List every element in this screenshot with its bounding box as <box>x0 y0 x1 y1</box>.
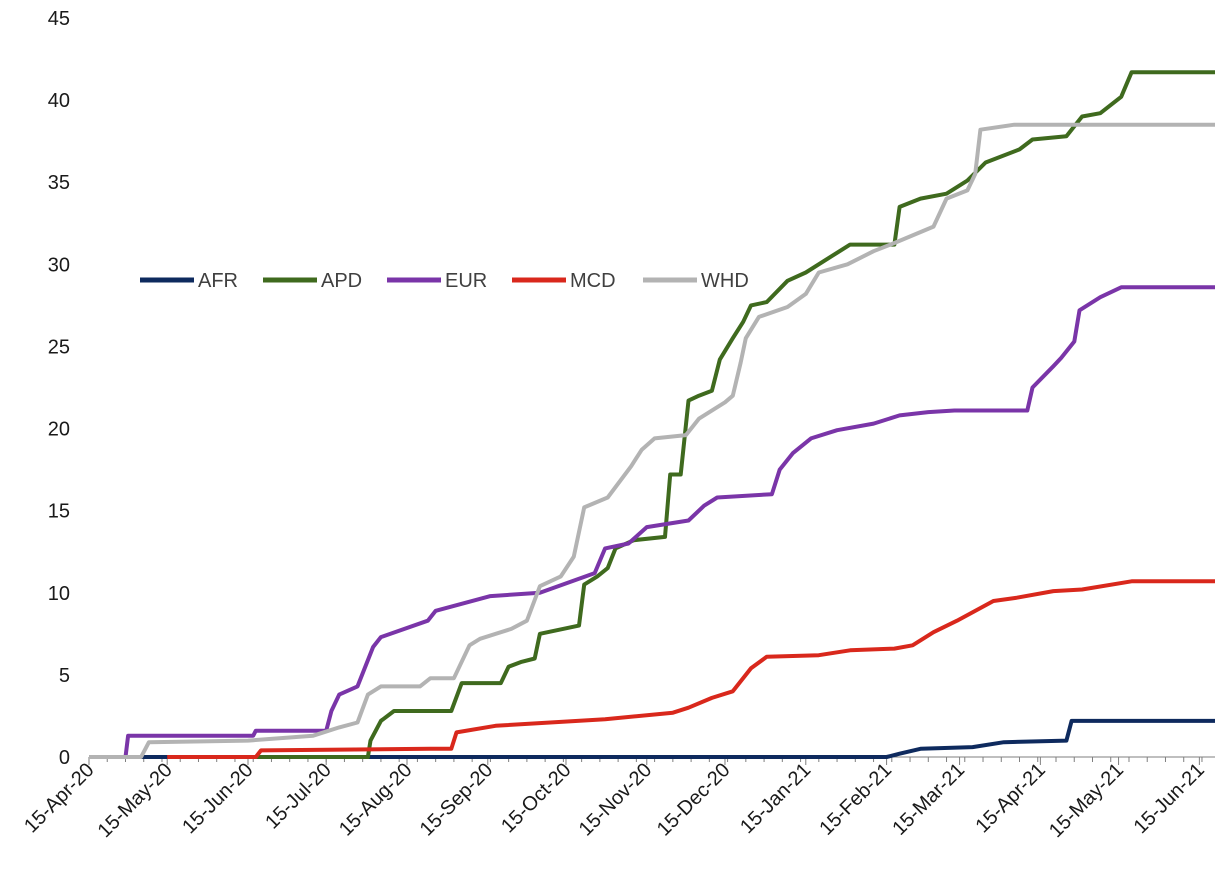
y-tick-label: 0 <box>59 747 70 769</box>
y-tick-label: 5 <box>59 665 70 687</box>
series-lines <box>89 70 1215 759</box>
x-tick-label: 15-Oct-20 <box>497 759 575 837</box>
x-tick-label: 15-Feb-21 <box>815 759 896 840</box>
x-tick-label: 15-Jan-21 <box>736 759 815 838</box>
legend-label-afr: AFR <box>198 270 238 292</box>
x-tick-label: 15-Jun-21 <box>1130 759 1209 838</box>
series-line-mcd <box>167 579 1215 759</box>
series-line-apd <box>211 70 1215 759</box>
x-tick-label: 15-May-20 <box>94 759 177 842</box>
x-tick-label: 15-Jun-20 <box>178 759 257 838</box>
x-tick-label: 15-Sep-20 <box>416 759 498 841</box>
x-tick-label: 15-Aug-20 <box>335 759 417 841</box>
x-tick-label: 15-May-21 <box>1045 759 1128 842</box>
series-line-eur <box>89 285 1215 759</box>
x-tick-label: 15-Jul-20 <box>261 759 336 834</box>
x-tick-label: 15-Apr-20 <box>20 759 98 837</box>
legend-label-apd: APD <box>321 270 362 292</box>
x-tick-label: 15-Apr-21 <box>971 759 1049 837</box>
legend: AFR APD EUR MCD WHD <box>140 270 749 292</box>
y-tick-label: 35 <box>48 172 70 194</box>
x-tick-label: 15-Nov-20 <box>575 759 657 841</box>
y-tick-label: 15 <box>48 501 70 523</box>
series-line-afr <box>89 718 1215 759</box>
y-tick-label: 40 <box>48 90 70 112</box>
y-tick-label: 20 <box>48 419 70 441</box>
legend-label-whd: WHD <box>701 270 749 292</box>
legend-label-eur: EUR <box>445 270 487 292</box>
y-tick-label: 10 <box>48 583 70 605</box>
x-tick-label: 15-Dec-20 <box>653 759 735 841</box>
y-axis: 0 5 10 15 20 25 30 35 40 45 <box>48 8 70 769</box>
y-tick-label: 25 <box>48 336 70 358</box>
x-tick-label: 15-Mar-21 <box>888 759 969 840</box>
y-tick-label: 30 <box>48 254 70 276</box>
y-tick-label: 45 <box>48 8 70 30</box>
legend-label-mcd: MCD <box>570 270 616 292</box>
series-line-whd <box>89 122 1215 759</box>
